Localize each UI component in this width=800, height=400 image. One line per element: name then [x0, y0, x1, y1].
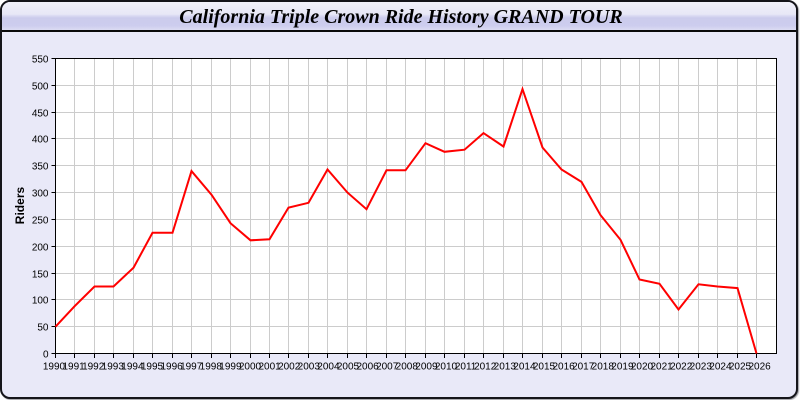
svg-text:2023: 2023 — [690, 362, 713, 373]
svg-text:500: 500 — [32, 82, 49, 93]
svg-text:1990: 1990 — [43, 362, 66, 373]
svg-text:2001: 2001 — [258, 362, 281, 373]
svg-text:1993: 1993 — [102, 362, 125, 373]
svg-text:1998: 1998 — [200, 362, 223, 373]
svg-text:2025: 2025 — [729, 362, 752, 373]
svg-text:450: 450 — [32, 109, 49, 120]
svg-text:300: 300 — [32, 189, 49, 200]
svg-text:200: 200 — [32, 243, 49, 254]
svg-text:150: 150 — [32, 270, 49, 281]
svg-text:50: 50 — [37, 323, 49, 334]
svg-text:2022: 2022 — [670, 362, 693, 373]
svg-text:2000: 2000 — [239, 362, 262, 373]
svg-text:2006: 2006 — [356, 362, 379, 373]
svg-text:2007: 2007 — [376, 362, 399, 373]
svg-text:2026: 2026 — [748, 362, 771, 373]
svg-text:2019: 2019 — [611, 362, 634, 373]
svg-text:2016: 2016 — [552, 362, 575, 373]
svg-text:350: 350 — [32, 162, 49, 173]
svg-text:Riders: Riders — [13, 187, 27, 225]
svg-text:2004: 2004 — [317, 362, 340, 373]
svg-text:1991: 1991 — [62, 362, 85, 373]
svg-text:1996: 1996 — [160, 362, 183, 373]
svg-text:2002: 2002 — [278, 362, 301, 373]
svg-text:2009: 2009 — [415, 362, 438, 373]
svg-text:2015: 2015 — [533, 362, 556, 373]
svg-text:1992: 1992 — [82, 362, 105, 373]
svg-text:1999: 1999 — [219, 362, 242, 373]
svg-text:2017: 2017 — [572, 362, 595, 373]
svg-text:2024: 2024 — [709, 362, 732, 373]
svg-text:1994: 1994 — [121, 362, 144, 373]
svg-text:2003: 2003 — [298, 362, 321, 373]
svg-text:1997: 1997 — [180, 362, 203, 373]
svg-text:2008: 2008 — [396, 362, 419, 373]
svg-text:2005: 2005 — [337, 362, 360, 373]
svg-text:2018: 2018 — [592, 362, 615, 373]
svg-text:2021: 2021 — [650, 362, 673, 373]
svg-text:0: 0 — [43, 350, 49, 361]
svg-text:100: 100 — [32, 296, 49, 307]
svg-text:550: 550 — [32, 55, 49, 66]
svg-text:2014: 2014 — [513, 362, 536, 373]
svg-text:2010: 2010 — [435, 362, 458, 373]
svg-text:250: 250 — [32, 216, 49, 227]
svg-text:400: 400 — [32, 135, 49, 146]
svg-text:2011: 2011 — [455, 362, 477, 373]
svg-text:2020: 2020 — [631, 362, 654, 373]
svg-text:1995: 1995 — [141, 362, 164, 373]
svg-text:2012: 2012 — [474, 362, 497, 373]
svg-text:2013: 2013 — [494, 362, 517, 373]
